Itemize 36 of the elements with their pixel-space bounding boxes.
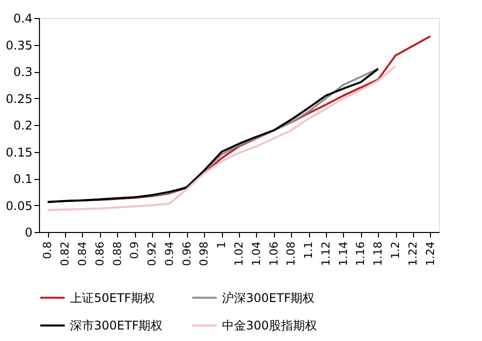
x-tick-label: 1 <box>215 242 228 248</box>
legend-label: 上证50ETF期权 <box>70 290 156 305</box>
y-tick-label: 0 <box>24 226 32 240</box>
x-tick-label: 0.88 <box>110 242 124 266</box>
y-tick-label: 0.4 <box>13 12 32 26</box>
x-tick-label: 0.98 <box>198 242 211 266</box>
x-tick-label: 1.16 <box>354 242 368 266</box>
x-tick-label: 1.22 <box>406 242 420 266</box>
x-tick-label: 0.96 <box>180 242 194 266</box>
y-tick-label: 0.25 <box>6 92 32 106</box>
x-tick-label: 0.84 <box>76 242 89 266</box>
x-tick-label: 1.12 <box>319 242 332 266</box>
y-tick-label: 0.3 <box>13 65 32 79</box>
x-tick-label: 1.1 <box>302 242 316 259</box>
x-tick-label: 0.94 <box>162 242 176 266</box>
x-tick-label: 0.92 <box>146 242 159 266</box>
x-tick-label: 1.24 <box>424 242 437 266</box>
y-tick-label: 0.15 <box>6 145 32 160</box>
x-tick-label: 1.06 <box>267 242 280 266</box>
x-tick-label: 0.86 <box>93 242 106 266</box>
y-tick-label: 0.2 <box>13 118 32 132</box>
y-tick-label: 0.1 <box>13 172 32 186</box>
x-tick-label: 0.9 <box>128 242 142 259</box>
x-tick-label: 1.14 <box>336 242 350 266</box>
x-tick-label: 1.04 <box>250 242 263 266</box>
y-tick-label: 0.05 <box>6 198 32 213</box>
y-tick-label: 0.35 <box>6 38 32 52</box>
legend-label: 深市300ETF期权 <box>70 318 163 332</box>
legend-label: 沪深300ETF期权 <box>222 290 315 305</box>
x-tick-label: 0.8 <box>41 242 54 259</box>
x-tick-label: 1.02 <box>232 242 246 266</box>
x-tick-label: 1.2 <box>389 242 402 259</box>
x-tick-label: 1.08 <box>284 242 298 266</box>
legend-label: 中金300股指期权 <box>222 318 317 332</box>
x-tick-label: 0.82 <box>58 242 72 266</box>
x-tick-label: 1.18 <box>372 242 385 266</box>
